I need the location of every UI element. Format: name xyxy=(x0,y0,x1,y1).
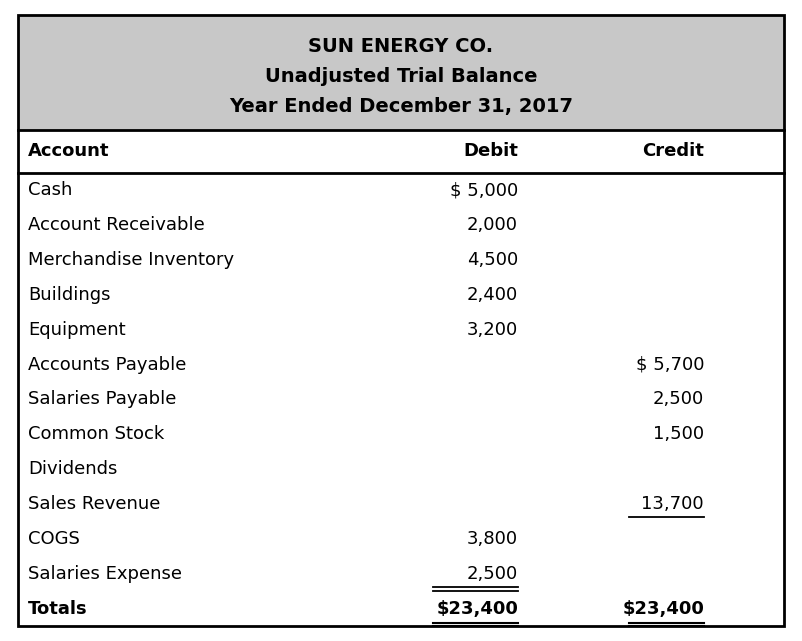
Text: Buildings: Buildings xyxy=(28,286,111,304)
Bar xyxy=(18,130,784,173)
Text: SUN ENERGY CO.: SUN ENERGY CO. xyxy=(309,37,493,56)
Text: $ 5,000: $ 5,000 xyxy=(450,181,518,199)
Text: 4,500: 4,500 xyxy=(467,251,518,269)
Bar xyxy=(18,15,784,130)
Text: Accounts Payable: Accounts Payable xyxy=(28,356,186,374)
Text: Account: Account xyxy=(28,142,110,160)
Text: Salaries Expense: Salaries Expense xyxy=(28,565,182,583)
Text: 1,500: 1,500 xyxy=(653,426,704,444)
Text: $ 5,700: $ 5,700 xyxy=(635,356,704,374)
Text: Unadjusted Trial Balance: Unadjusted Trial Balance xyxy=(265,67,537,86)
Text: Merchandise Inventory: Merchandise Inventory xyxy=(28,251,234,269)
Text: Account Receivable: Account Receivable xyxy=(28,216,205,234)
Text: 3,800: 3,800 xyxy=(467,530,518,548)
Text: 3,200: 3,200 xyxy=(467,320,518,339)
Text: 2,400: 2,400 xyxy=(467,286,518,304)
Text: Sales Revenue: Sales Revenue xyxy=(28,495,160,513)
Text: Salaries Payable: Salaries Payable xyxy=(28,390,176,408)
Bar xyxy=(18,173,784,626)
Text: 13,700: 13,700 xyxy=(642,495,704,513)
Text: $23,400: $23,400 xyxy=(622,599,704,617)
Text: $23,400: $23,400 xyxy=(436,599,518,617)
Text: Dividends: Dividends xyxy=(28,460,117,478)
Text: Totals: Totals xyxy=(28,599,87,617)
Text: Credit: Credit xyxy=(642,142,704,160)
Text: Common Stock: Common Stock xyxy=(28,426,164,444)
Text: Debit: Debit xyxy=(463,142,518,160)
Text: 2,000: 2,000 xyxy=(467,216,518,234)
Text: Year Ended December 31, 2017: Year Ended December 31, 2017 xyxy=(229,97,573,116)
Text: 2,500: 2,500 xyxy=(653,390,704,408)
Text: Cash: Cash xyxy=(28,181,72,199)
Text: Equipment: Equipment xyxy=(28,320,126,339)
Text: COGS: COGS xyxy=(28,530,80,548)
Text: 2,500: 2,500 xyxy=(467,565,518,583)
